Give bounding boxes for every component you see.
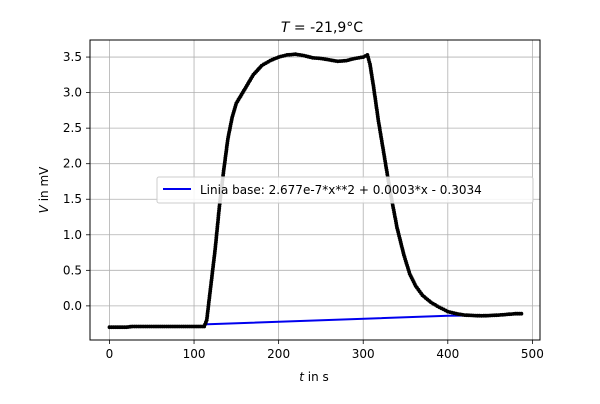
y-tick-label: 1.5 (63, 192, 82, 206)
x-tick-label: 400 (436, 347, 459, 361)
chart-title: T = -21,9°C (281, 20, 363, 36)
x-tick-label: 500 (521, 347, 544, 361)
x-axis-label: t in s (299, 370, 329, 384)
x-tick-label: 200 (267, 347, 290, 361)
y-tick-label: 3.5 (63, 50, 82, 64)
x-tick-label: 100 (183, 347, 206, 361)
y-tick-label: 3.0 (63, 86, 82, 100)
points-series (107, 52, 524, 330)
y-tick-label: 1.0 (63, 228, 82, 242)
ticks: 0 100 200 300 400 500 0.0 0.5 1.0 1.5 2.0 2.5 3.0 3.5 (63, 50, 544, 361)
legend-label: Linia base: 2.677e-7*x**2 + 0.0003*x - 0… (200, 183, 482, 197)
x-tick-label: 0 (106, 347, 114, 361)
y-tick-label: 0.5 (63, 263, 82, 277)
y-axis-label: V in mV (37, 166, 51, 213)
y-tick-label: 2.0 (63, 157, 82, 171)
plot-frame (89, 39, 541, 341)
data-point (519, 311, 524, 316)
x-tick-label: 300 (352, 347, 375, 361)
legend-box (156, 176, 534, 204)
y-tick-label: 0.0 (63, 299, 82, 313)
legend: Linia base: 2.677e-7*x**2 + 0.0003*x - 0… (156, 176, 534, 204)
y-tick-label: 2.5 (63, 121, 82, 135)
